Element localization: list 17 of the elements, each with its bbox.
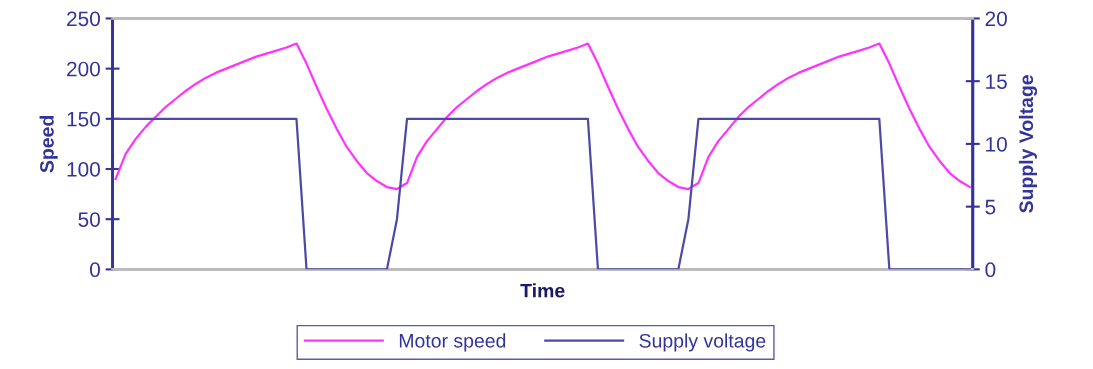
y2-tick-label: 5: [985, 199, 996, 215]
line-series: [114, 42, 971, 191]
x-axis-title: Time: [520, 283, 565, 298]
y2-tick-label: 10: [986, 136, 1007, 152]
y2-tick-label: 15: [986, 74, 1007, 89]
y-tick-label: 0: [90, 262, 100, 278]
y2-tick-label: 0: [985, 262, 996, 278]
legend-label: Supply voltage: [639, 333, 766, 352]
y-tick-label: 250: [67, 11, 100, 27]
y2-axis-title: Supply Voltage: [1018, 75, 1038, 213]
y-tick-label: 150: [67, 111, 100, 127]
y-tick-label: 50: [78, 212, 100, 227]
y-axis-title: Speed: [39, 116, 58, 173]
y-tick-label: 100: [67, 162, 100, 177]
legend-label: Motor speed: [399, 333, 506, 352]
y2-tick-label: 20: [985, 11, 1007, 27]
y-tick-label: 200: [67, 61, 100, 77]
